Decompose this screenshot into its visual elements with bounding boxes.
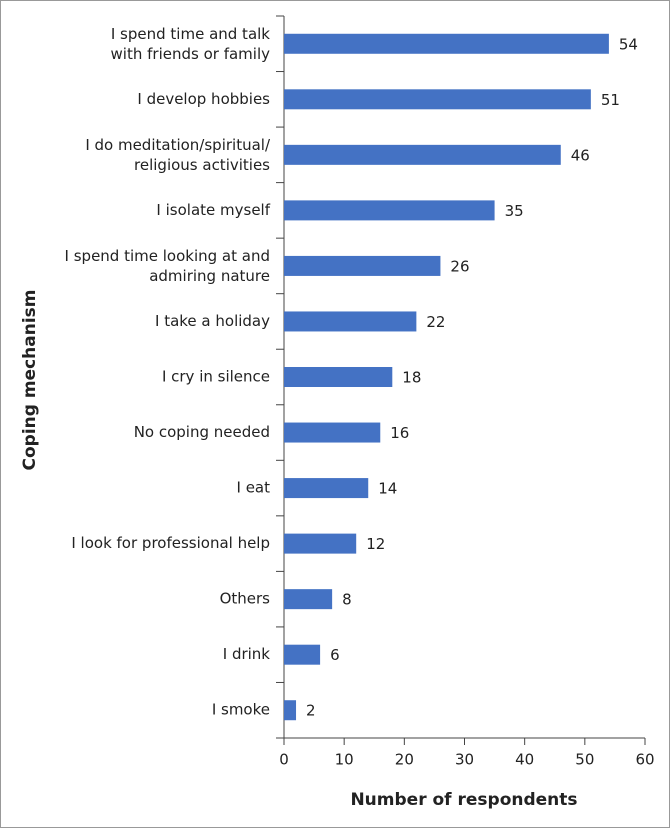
- y-tick-label: I develop hobbies: [137, 90, 270, 108]
- data-label: 16: [390, 424, 409, 442]
- y-tick-label: Others: [220, 590, 271, 608]
- x-axis-title: Number of respondents: [350, 790, 577, 810]
- y-tick-label: I cry in silence: [162, 368, 270, 386]
- x-tick-label: 20: [395, 751, 414, 769]
- bar: [284, 533, 357, 554]
- data-label: 14: [378, 480, 397, 498]
- data-label: 51: [601, 91, 620, 109]
- y-tick-label: I drink: [223, 645, 271, 663]
- bar: [284, 478, 369, 499]
- bar: [284, 33, 609, 54]
- x-tick-label: 60: [635, 751, 654, 769]
- y-tick-label: No coping needed: [134, 423, 270, 441]
- bar: [284, 89, 591, 110]
- x-tick-label: 30: [455, 751, 474, 769]
- y-axis-title: Coping mechanism: [20, 290, 40, 471]
- bar: [284, 311, 417, 332]
- y-tick-label: I spend time looking at and admiring natu…: [65, 246, 270, 284]
- data-label: 22: [426, 313, 445, 331]
- y-tick-label: I smoke: [212, 701, 270, 719]
- bar: [284, 644, 321, 665]
- y-tick-label: I isolate myself: [156, 201, 270, 219]
- y-tick-label: I spend time and talk with friends or fam…: [111, 24, 271, 62]
- x-tick-label: 40: [515, 751, 534, 769]
- data-label: 18: [402, 369, 421, 387]
- bar: [284, 367, 393, 387]
- x-tick-label: 50: [575, 751, 594, 769]
- y-tick-label: I do meditation/spiritual/religious acti…: [85, 135, 271, 173]
- y-tick-label: I look for professional help: [71, 534, 270, 552]
- y-tick-label: I take a holiday: [155, 312, 270, 330]
- bar: [284, 422, 381, 443]
- data-label: 12: [366, 535, 385, 553]
- data-label: 35: [505, 202, 524, 220]
- data-label: 26: [450, 257, 469, 275]
- bar: [284, 200, 495, 221]
- bar: [284, 255, 441, 276]
- x-tick-label: 10: [335, 751, 354, 769]
- bar: [284, 144, 561, 165]
- y-tick-label: I eat: [237, 479, 271, 497]
- x-tick-label: 0: [279, 751, 289, 769]
- data-label: 54: [619, 35, 638, 53]
- data-label: 2: [306, 702, 316, 720]
- bar: [284, 700, 297, 721]
- data-label: 46: [571, 146, 590, 164]
- data-label: 8: [342, 591, 352, 609]
- data-label: 6: [330, 646, 340, 664]
- bar: [284, 589, 333, 610]
